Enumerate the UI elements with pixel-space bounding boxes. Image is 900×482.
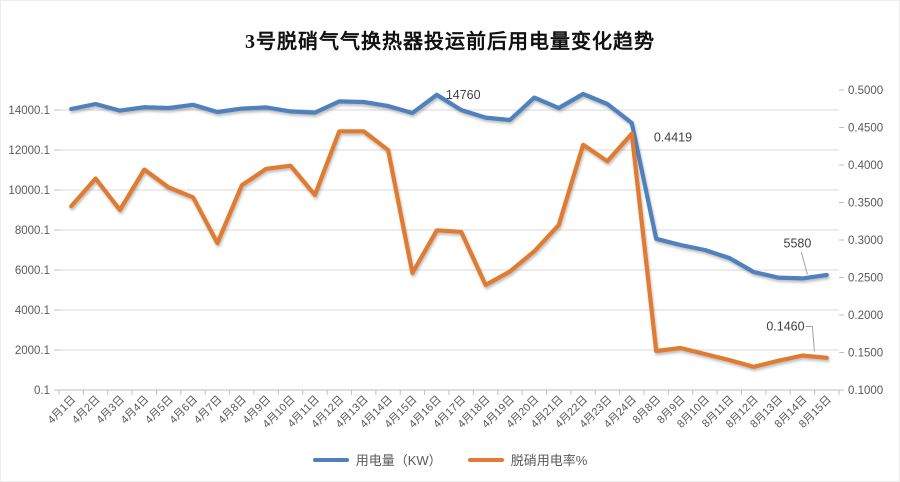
right-axis-tick-label: 0.2000 [848, 310, 883, 322]
data-label-annotation: 14760 [446, 88, 481, 102]
left-axis-tick-label: 0.1 [34, 385, 50, 397]
rate-line-swatch [467, 457, 504, 462]
chart-legend: 用电量（KW） 脱硝用电率% [1, 450, 899, 469]
data-label-annotation: 0.1460 [766, 320, 804, 334]
right-axis-tick-label: 0.3000 [848, 235, 883, 247]
left-axis-tick-label: 10000.1 [8, 185, 50, 197]
right-axis-tick-label: 0.4000 [848, 160, 883, 172]
right-axis-tick-label: 0.1500 [848, 348, 883, 360]
left-axis-tick-label: 4000.1 [15, 305, 50, 317]
right-axis-tick-label: 0.4500 [848, 123, 883, 135]
legend-label-consumption: 用电量（KW） [355, 453, 442, 468]
rate-line-series[interactable] [69, 129, 829, 369]
left-axis-tick-label: 14000.1 [8, 105, 50, 117]
right-axis-tick-label: 0.3500 [848, 198, 883, 210]
annotation-leader-line [800, 252, 808, 275]
right-axis-tick-label: 0.1000 [848, 385, 883, 397]
consumption-line-series[interactable] [69, 91, 829, 281]
data-label-annotation: 5580 [784, 236, 812, 250]
left-axis-tick-label: 2000.1 [15, 345, 50, 357]
annotation-leader-line [805, 326, 815, 352]
chart-title: 3号脱硝气气换热器投运前后用电量变化趋势 [245, 31, 655, 53]
legend-item-consumption[interactable]: 用电量（KW） [312, 450, 442, 469]
left-axis-tick-label: 12000.1 [8, 145, 50, 157]
legend-label-rate: 脱硝用电率% [510, 453, 588, 468]
right-axis-tick-label: 0.5000 [848, 85, 883, 97]
right-axis-tick-label: 0.2500 [848, 273, 883, 285]
legend-item-rate[interactable]: 脱硝用电率% [467, 450, 588, 469]
data-label-annotation: 0.4419 [654, 131, 692, 145]
left-axis-tick-label: 8000.1 [15, 225, 50, 237]
consumption-line-swatch [312, 457, 349, 462]
left-axis-tick-label: 6000.1 [15, 265, 50, 277]
